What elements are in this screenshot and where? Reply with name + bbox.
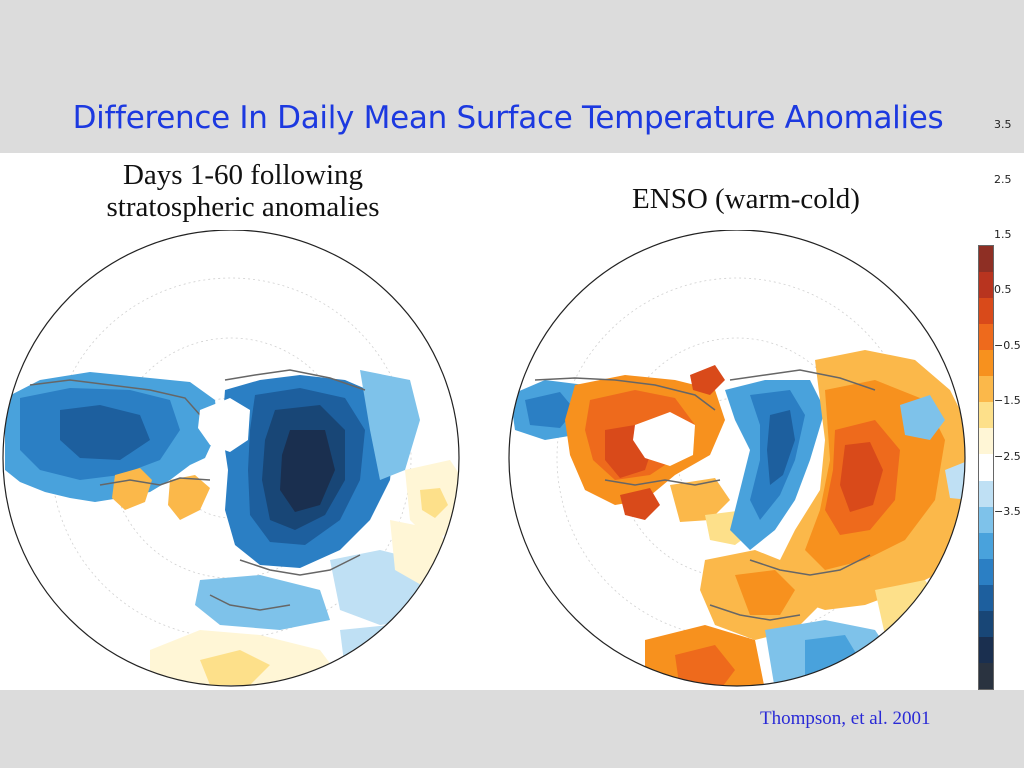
left-map-title-line1: Days 1-60 following bbox=[122, 159, 364, 191]
left-polar-map bbox=[2, 230, 460, 687]
colorbar-swatch bbox=[979, 532, 993, 560]
colorbar-tick-label: 0.5 bbox=[994, 283, 1012, 296]
colorbar-swatch bbox=[979, 506, 993, 534]
colorbar-tick-label: 3.5 bbox=[994, 118, 1012, 131]
right-polar-map bbox=[508, 230, 966, 687]
colorbar-tick-label: −3.5 bbox=[994, 505, 1021, 518]
colorbar-swatch bbox=[979, 402, 993, 429]
colorbar-swatch bbox=[979, 454, 993, 482]
colorbar-swatch bbox=[979, 662, 993, 690]
left-map-title: Days 1-60 following stratospheric anomal… bbox=[78, 159, 408, 223]
colorbar-tick-label: −2.5 bbox=[994, 450, 1021, 463]
citation: Thompson, et al. 2001 bbox=[760, 708, 931, 729]
left-map-title-line2: stratospheric anomalies bbox=[106, 191, 380, 223]
colorbar-swatch bbox=[979, 298, 993, 325]
figure-panel: Days 1-60 following stratospheric anomal… bbox=[0, 118, 1024, 690]
colorbar bbox=[978, 245, 994, 690]
colorbar-swatch bbox=[979, 558, 993, 586]
colorbar-swatch bbox=[979, 246, 993, 273]
right-map-title-line1: ENSO (warm-cold) bbox=[632, 183, 860, 215]
colorbar-swatch bbox=[979, 350, 993, 377]
colorbar-tick-label: −0.5 bbox=[994, 339, 1021, 352]
colorbar-swatch bbox=[979, 324, 993, 351]
slide-title: Difference In Daily Mean Surface Tempera… bbox=[72, 100, 944, 136]
colorbar-tick-label: 2.5 bbox=[994, 173, 1012, 186]
colorbar-swatch bbox=[979, 610, 993, 638]
colorbar-swatch bbox=[979, 636, 993, 664]
colorbar-tick-label: 1.5 bbox=[994, 228, 1012, 241]
colorbar-swatch bbox=[979, 480, 993, 508]
colorbar-tick-label: −1.5 bbox=[994, 394, 1021, 407]
colorbar-swatch bbox=[979, 272, 993, 299]
colorbar-swatch bbox=[979, 376, 993, 403]
right-map-title: ENSO (warm-cold) bbox=[596, 183, 896, 215]
colorbar-swatch bbox=[979, 584, 993, 612]
colorbar-swatch bbox=[979, 428, 993, 455]
